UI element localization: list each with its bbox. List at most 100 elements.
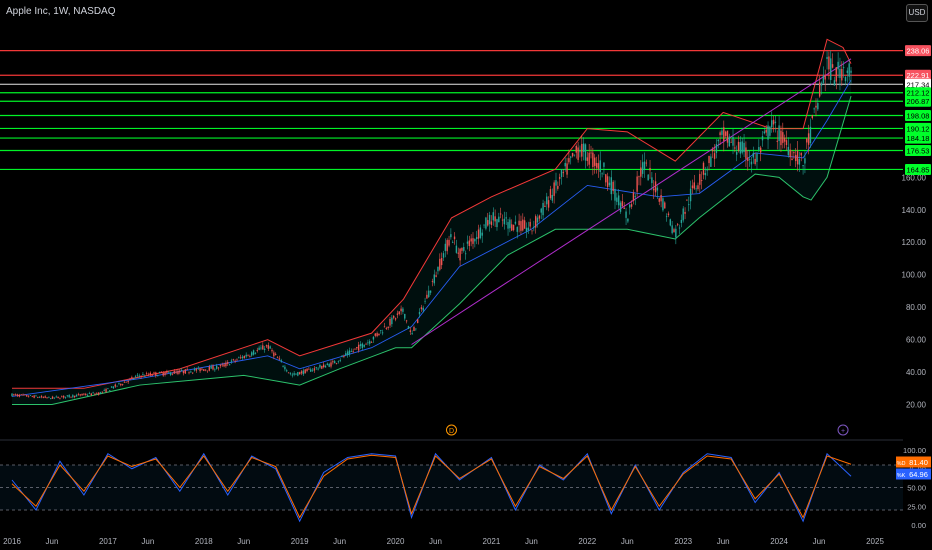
- candle-body: [418, 311, 421, 315]
- candle-body: [767, 125, 769, 140]
- series-line-bollinger-basis: [11, 79, 852, 397]
- candle-body: [579, 151, 581, 153]
- candle-body: [756, 153, 758, 162]
- candle-body: [199, 368, 201, 372]
- candle-body: [522, 219, 524, 231]
- candle-body: [145, 372, 148, 374]
- candle-body: [520, 221, 522, 231]
- candle-body: [18, 394, 21, 397]
- candle-body: [61, 396, 63, 398]
- candle-body: [483, 224, 485, 226]
- candle-body: [848, 63, 850, 77]
- candle-body: [605, 174, 607, 183]
- candle-body: [778, 125, 780, 142]
- candle-body: [783, 137, 786, 142]
- candle-body: [479, 227, 482, 239]
- candle-body: [411, 333, 413, 334]
- candle-body: [144, 376, 146, 377]
- candle-body: [321, 365, 323, 369]
- candle-body: [830, 58, 832, 81]
- candle-body: [612, 181, 614, 192]
- stoch-legend-badge: [906, 468, 931, 480]
- stoch-axis-tick: 25.00: [907, 502, 926, 511]
- stoch-legend-badge: [906, 456, 931, 468]
- candle-body: [315, 367, 317, 369]
- candle-body: [700, 180, 703, 182]
- candle-body: [40, 396, 43, 398]
- candle-body: [27, 396, 30, 398]
- candle-body: [625, 211, 627, 218]
- candle-body: [651, 177, 653, 184]
- currency-button[interactable]: USD: [906, 4, 928, 22]
- candle-body: [160, 371, 163, 373]
- candle-body: [667, 213, 670, 216]
- candle-body: [737, 141, 740, 151]
- chart-title: Apple Inc, 1W, NASDAQ: [6, 6, 116, 17]
- candle-body: [29, 395, 32, 397]
- candle-body: [337, 361, 340, 363]
- candle-body: [595, 162, 598, 168]
- price-axis-tick: 140.00: [902, 206, 927, 215]
- candle-body: [518, 220, 520, 226]
- candle-body: [842, 67, 845, 69]
- candle-body: [547, 200, 550, 208]
- stoch-legend-value: 81.40: [909, 458, 928, 467]
- candle-body: [295, 373, 297, 375]
- time-axis-tick: Jun: [525, 537, 538, 546]
- price-level-badge: [905, 78, 931, 90]
- candle-body: [710, 156, 712, 167]
- candle-body: [712, 149, 714, 152]
- candle-body: [617, 195, 620, 206]
- candle-body: [394, 318, 397, 320]
- candle-body: [155, 372, 157, 376]
- candle-body: [311, 369, 314, 371]
- candle-body: [752, 152, 754, 158]
- candle-body: [457, 252, 459, 254]
- candle-body: [398, 311, 400, 315]
- candle-body: [330, 362, 332, 367]
- candle-body: [481, 232, 483, 236]
- candle-body: [660, 194, 662, 202]
- candle-body: [345, 353, 347, 356]
- candle-body: [724, 131, 727, 136]
- candle-body: [252, 350, 255, 355]
- candle-body: [564, 162, 566, 167]
- candle-body: [488, 214, 491, 225]
- candle-body: [110, 386, 113, 388]
- candle-body: [817, 103, 819, 110]
- candle-body: [138, 375, 140, 377]
- candle-body: [514, 221, 517, 224]
- candle-body: [123, 381, 126, 383]
- candle-body: [334, 361, 336, 364]
- candle-body: [339, 360, 341, 361]
- candle-body: [498, 216, 500, 223]
- candle-body: [654, 181, 657, 193]
- stoch-axis-tick: 0.00: [911, 521, 926, 530]
- time-axis-tick: 2016: [3, 537, 21, 546]
- price-axis-tick: 20.00: [906, 401, 927, 410]
- candle-body: [221, 364, 223, 366]
- candle-body: [594, 157, 596, 166]
- candle-body: [771, 120, 773, 128]
- candle-body: [121, 384, 124, 386]
- candle-body: [739, 142, 742, 154]
- candle-body: [184, 369, 187, 374]
- time-axis-tick: 2024: [770, 537, 788, 546]
- candle-body: [748, 159, 751, 160]
- candle-body: [614, 188, 616, 201]
- stoch-legend-swatch: [896, 456, 906, 468]
- time-axis-tick: 2020: [387, 537, 405, 546]
- candle-body: [523, 220, 526, 229]
- candle-body: [475, 237, 478, 240]
- candle-body: [839, 68, 841, 78]
- candle-body: [51, 396, 54, 399]
- candle-body: [391, 317, 393, 325]
- candle-body: [450, 234, 452, 238]
- candle-body: [70, 396, 72, 398]
- candle-body: [732, 137, 734, 146]
- time-axis-tick: 2022: [578, 537, 596, 546]
- earnings-event-marker: [837, 424, 849, 436]
- time-axis-tick: Jun: [46, 537, 59, 546]
- candle-body: [538, 215, 541, 219]
